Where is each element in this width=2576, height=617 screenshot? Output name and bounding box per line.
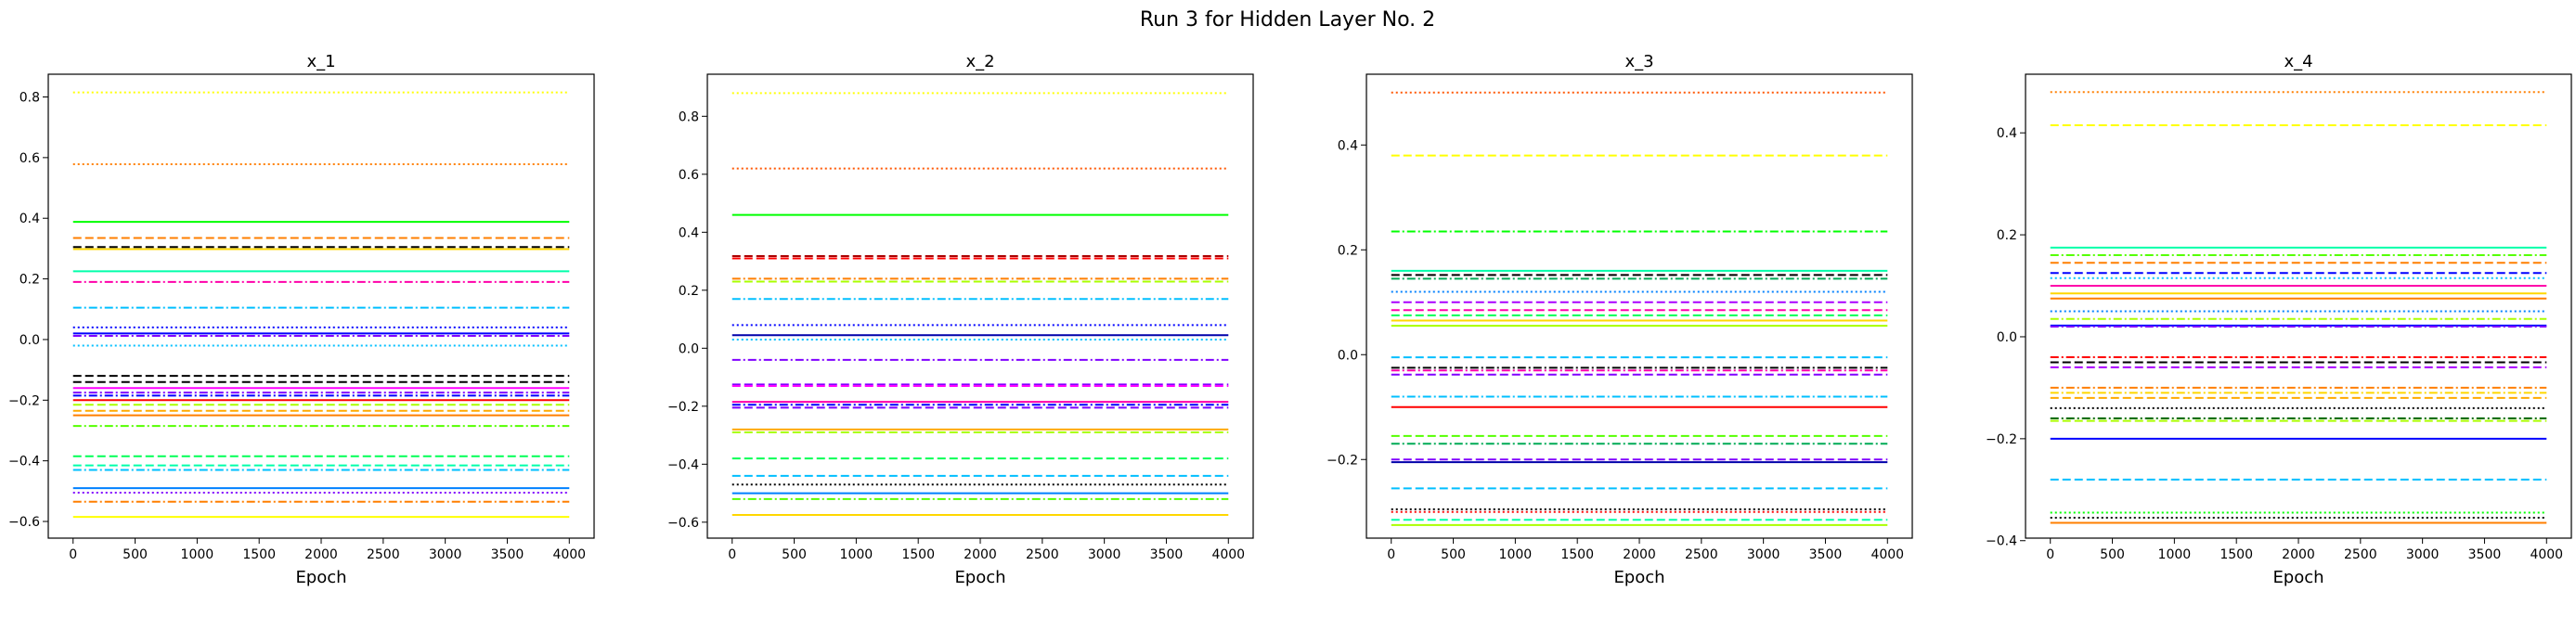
axes-frame — [47, 73, 595, 539]
y-tick-label: −0.2 — [667, 400, 699, 415]
x-tick-label: 1000 — [181, 547, 214, 562]
x-tick-label: 3500 — [2468, 547, 2502, 562]
x-tick-label: 1500 — [242, 547, 276, 562]
y-tick-label: 0.0 — [679, 341, 699, 356]
y-tick-label: 0.2 — [1997, 228, 2017, 243]
y-tick-label: 0.4 — [1338, 138, 1358, 153]
x-tick-label: 2000 — [304, 547, 338, 562]
panel-title: x_1 — [306, 52, 335, 71]
y-tick-label: 0.4 — [19, 212, 40, 226]
x-tick-label: 0 — [2046, 547, 2054, 562]
axes-frame — [2025, 73, 2572, 539]
y-tick-label: 0.6 — [19, 151, 40, 166]
x-tick-label: 500 — [782, 547, 807, 562]
x-tick-label: 4000 — [1211, 547, 1245, 562]
x-tick-label: 1500 — [1560, 547, 1594, 562]
x-tick-label: 3000 — [1088, 547, 1121, 562]
x-tick-label: 500 — [2100, 547, 2125, 562]
y-tick-label: −0.2 — [1986, 432, 2017, 447]
x-tick-label: 1000 — [1499, 547, 1533, 562]
y-tick-label: 0.8 — [679, 109, 699, 124]
x-tick-label: 1500 — [901, 547, 935, 562]
x-axis-label: Epoch — [1613, 568, 1664, 587]
y-tick-label: 0.4 — [1997, 126, 2017, 141]
panel-2: 0 500 1000 1500 2000 2500 3000 3500 4000 −0.6 −0.4… — [667, 52, 1254, 587]
y-tick-label: 0.2 — [1338, 243, 1358, 258]
x-tick-label: 500 — [1441, 547, 1466, 562]
y-tick-label: 0.0 — [19, 333, 40, 348]
x-tick-label: 3000 — [2406, 547, 2440, 562]
y-tick-label: 0.0 — [1997, 330, 2017, 345]
x-tick-label: 2500 — [1026, 547, 1059, 562]
y-tick-label: 0.2 — [19, 273, 40, 288]
x-tick-label: 0 — [69, 547, 77, 562]
x-axis-label: Epoch — [295, 568, 346, 587]
y-tick-label: −0.4 — [8, 455, 40, 469]
panel-title: x_4 — [2284, 52, 2312, 71]
x-tick-label: 0 — [728, 547, 736, 562]
x-tick-label: 2500 — [367, 547, 400, 562]
panel-1: 0 500 1000 1500 2000 2500 3000 3500 4000 −0.6 −0.4… — [8, 52, 595, 587]
x-tick-label: 3500 — [1150, 547, 1184, 562]
x-tick-label: 3000 — [1747, 547, 1780, 562]
x-tick-label: 4000 — [2530, 547, 2563, 562]
x-tick-label: 500 — [123, 547, 148, 562]
y-tick-label: −0.4 — [1986, 534, 2017, 549]
figure-suptitle: Run 3 for Hidden Layer No. 2 — [1140, 8, 1435, 32]
x-tick-label: 2000 — [1623, 547, 1656, 562]
axes-frame — [706, 73, 1254, 539]
x-tick-label: 1000 — [2158, 547, 2192, 562]
y-tick-label: −0.2 — [8, 393, 40, 408]
panel-4: 0 500 1000 1500 2000 2500 3000 3500 4000 −0.4 −0.2… — [1986, 52, 2572, 587]
x-tick-label: 2500 — [1685, 547, 1718, 562]
x-tick-label: 2000 — [2282, 547, 2315, 562]
panel-title: x_3 — [1625, 52, 1653, 71]
x-tick-label: 3000 — [429, 547, 462, 562]
x-tick-label: 4000 — [552, 547, 586, 562]
x-tick-label: 3500 — [1809, 547, 1843, 562]
x-tick-label: 0 — [1387, 547, 1395, 562]
x-tick-label: 2000 — [964, 547, 997, 562]
y-tick-label: 0.4 — [679, 225, 699, 240]
x-tick-label: 3500 — [491, 547, 524, 562]
y-tick-label: −0.6 — [8, 515, 40, 530]
y-tick-label: −0.4 — [667, 457, 699, 472]
panel-title: x_2 — [965, 52, 994, 71]
x-tick-label: 2500 — [2344, 547, 2377, 562]
axes-frame — [1366, 73, 1913, 539]
x-axis-label: Epoch — [2272, 568, 2324, 587]
y-tick-label: 0.8 — [19, 91, 40, 106]
panels: 0 500 1000 1500 2000 2500 3000 3500 4000 −0.6 −0.4… — [8, 52, 2572, 587]
y-tick-label: 0.0 — [1338, 348, 1358, 363]
x-axis-label: Epoch — [954, 568, 1005, 587]
panel-3: 0 500 1000 1500 2000 2500 3000 3500 4000 −0.2 0.0 0… — [1327, 52, 1913, 587]
x-tick-label: 1000 — [840, 547, 874, 562]
y-tick-label: −0.2 — [1327, 453, 1358, 468]
x-tick-label: 1500 — [2220, 547, 2253, 562]
y-tick-label: 0.6 — [679, 168, 699, 183]
y-tick-label: 0.2 — [679, 284, 699, 299]
y-tick-label: −0.6 — [667, 516, 699, 531]
x-tick-label: 4000 — [1871, 547, 1904, 562]
